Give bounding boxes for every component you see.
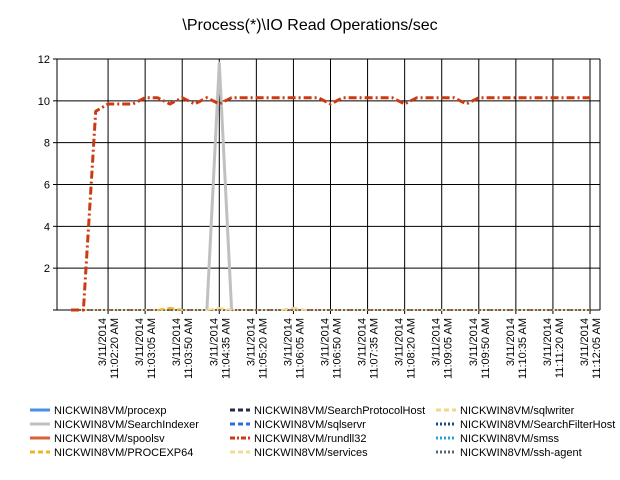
x-tick-label: 3/11/2014 11:05:20 AM xyxy=(245,318,269,379)
x-tick-time: 11:06:05 AM xyxy=(294,318,306,379)
series-line-nickwin8vm-rundll32 xyxy=(71,96,590,312)
legend-label: NICKWIN8VM/services xyxy=(254,447,368,459)
x-tick-time: 11:06:50 AM xyxy=(332,318,344,379)
x-tick-time: 11:05:20 AM xyxy=(257,318,269,379)
x-tick-date: 3/11/2014 xyxy=(282,318,294,366)
y-tick-labels: 2 4 6 8 10 12 xyxy=(38,54,50,275)
x-tick-label: 3/11/2014 11:03:05 AM xyxy=(134,318,158,379)
legend-item-nickwin8vm-rundll32: NICKWIN8VM/rundll32 xyxy=(230,433,366,445)
legend-item-nickwin8vm-sqlservr: NICKWIN8VM/sqlservr xyxy=(230,419,366,431)
legend-item-nickwin8vm-services: NICKWIN8VM/services xyxy=(230,447,368,459)
x-tick-time: 11:03:50 AM xyxy=(183,318,195,379)
y-tick-label: 8 xyxy=(44,138,50,150)
x-tick-time: 11:11:20 AM xyxy=(554,318,566,378)
legend-label: NICKWIN8VM/SearchFilterHost xyxy=(460,419,615,431)
x-tick-label: 3/11/2014 11:10:35 AM xyxy=(505,318,529,379)
legend-label: NICKWIN8VM/sqlservr xyxy=(254,419,366,431)
x-tick-time: 11:10:35 AM xyxy=(517,318,529,379)
legend-label: NICKWIN8VM/SearchProtocolHost xyxy=(254,405,425,417)
x-tick-label: 3/11/2014 11:12:05 AM xyxy=(579,318,603,379)
x-tick-label: 3/11/2014 11:04:35 AM xyxy=(208,318,232,379)
legend-label: NICKWIN8VM/SearchIndexer xyxy=(54,419,199,431)
legend-label: NICKWIN8VM/procexp xyxy=(54,405,166,417)
x-tick-date: 3/11/2014 xyxy=(394,318,406,366)
x-tick-label: 3/11/2014 11:02:20 AM xyxy=(97,318,121,379)
legend-label: NICKWIN8VM/smss xyxy=(460,433,560,445)
x-tick-date: 3/11/2014 xyxy=(134,318,146,366)
x-tick-time: 11:09:50 AM xyxy=(480,318,492,379)
x-tick-label: 3/11/2014 11:03:50 AM xyxy=(171,318,195,379)
legend-label: NICKWIN8VM/PROCEXP64 xyxy=(54,447,193,459)
x-tick-time: 11:12:05 AM xyxy=(591,318,603,379)
legend: NICKWIN8VM/procexp NICKWIN8VM/SearchIndex… xyxy=(30,405,615,459)
x-tick-date: 3/11/2014 xyxy=(171,318,183,366)
x-tick-time: 11:04:35 AM xyxy=(220,318,232,379)
legend-label: NICKWIN8VM/sqlwriter xyxy=(460,405,575,417)
legend-item-nickwin8vm-smss: NICKWIN8VM/smss xyxy=(436,433,560,445)
legend-label: NICKWIN8VM/ssh-agent xyxy=(460,447,582,459)
x-tick-date: 3/11/2014 xyxy=(208,318,220,366)
x-tick-label: 3/11/2014 11:08:20 AM xyxy=(394,318,418,379)
y-tick-label: 10 xyxy=(38,96,50,108)
x-tick-label: 3/11/2014 11:09:50 AM xyxy=(468,318,492,379)
x-tick-date: 3/11/2014 xyxy=(245,318,257,366)
y-tick-label: 12 xyxy=(38,54,50,66)
x-tick-time: 11:02:20 AM xyxy=(109,318,121,379)
x-tick-label: 3/11/2014 11:09:05 AM xyxy=(431,318,455,379)
legend-item-nickwin8vm-ssh-agent: NICKWIN8VM/ssh-agent xyxy=(436,447,582,459)
series-line-nickwin8vm-sqlwriter xyxy=(280,306,306,311)
x-tick-label: 3/11/2014 11:07:35 AM xyxy=(357,318,381,379)
series-line-nickwin8vm-services xyxy=(206,306,232,311)
legend-label: NICKWIN8VM/rundll32 xyxy=(254,433,366,445)
legend-label: NICKWIN8VM/spoolsv xyxy=(54,433,165,445)
series-line-nickwin8vm-searchindexer xyxy=(205,61,234,311)
series-line-nickwin8vm-procexp64 xyxy=(157,306,183,311)
series-lines xyxy=(71,61,590,312)
chart-title: \Process(*)\IO Read Operations/sec xyxy=(182,17,437,34)
x-tick-date: 3/11/2014 xyxy=(320,318,332,366)
x-tick-labels: 3/11/2014 11:02:20 AM 3/11/2014 11:03:05 AM… xyxy=(97,318,603,379)
legend-item-nickwin8vm-searchindexer: NICKWIN8VM/SearchIndexer xyxy=(30,419,199,431)
x-tick-date: 3/11/2014 xyxy=(431,318,443,366)
x-tick-label: 3/11/2014 11:06:50 AM xyxy=(320,318,344,379)
x-tick-time: 11:07:35 AM xyxy=(369,318,381,379)
legend-item-nickwin8vm-spoolsv: NICKWIN8VM/spoolsv xyxy=(30,433,165,445)
grid xyxy=(57,58,600,314)
y-tick-label: 4 xyxy=(44,221,50,233)
x-tick-date: 3/11/2014 xyxy=(505,318,517,366)
x-tick-time: 11:09:05 AM xyxy=(443,318,455,379)
legend-item-nickwin8vm-procexp: NICKWIN8VM/procexp xyxy=(30,405,166,417)
x-tick-date: 3/11/2014 xyxy=(542,318,554,366)
x-tick-label: 3/11/2014 11:06:05 AM xyxy=(282,318,306,379)
legend-item-nickwin8vm-sqlwriter: NICKWIN8VM/sqlwriter xyxy=(436,405,575,417)
legend-item-nickwin8vm-searchprotocolhost: NICKWIN8VM/SearchProtocolHost xyxy=(230,405,425,417)
x-tick-date: 3/11/2014 xyxy=(97,318,109,366)
y-tick-label: 6 xyxy=(44,180,50,192)
x-tick-time: 11:08:20 AM xyxy=(406,318,418,379)
x-tick-date: 3/11/2014 xyxy=(468,318,480,366)
x-tick-time: 11:03:05 AM xyxy=(146,318,158,379)
y-tick-label: 2 xyxy=(44,263,50,275)
legend-item-nickwin8vm-searchfilterhost: NICKWIN8VM/SearchFilterHost xyxy=(436,419,615,431)
x-tick-label: 3/11/2014 11:11:20 AM xyxy=(542,318,566,378)
x-tick-date: 3/11/2014 xyxy=(357,318,369,366)
x-tick-date: 3/11/2014 xyxy=(579,318,591,366)
legend-item-nickwin8vm-procexp64: NICKWIN8VM/PROCEXP64 xyxy=(30,447,193,459)
